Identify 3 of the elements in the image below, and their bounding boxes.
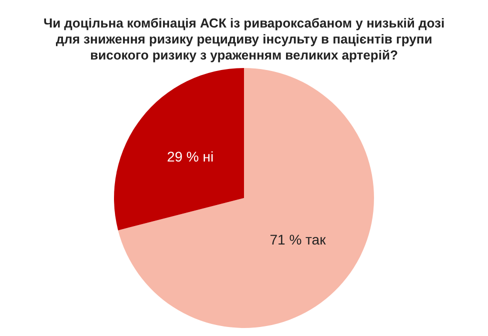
chart-title: Чи доцільна комбінація АСК із ривароксабаном у низькій дозі для зниження ризику рецидиву інсульту в пацієнтів групи високого ризику з ураженням великих артерій?	[43, 16, 445, 62]
slice-label: 71 % так	[270, 232, 327, 248]
slice-label: 29 % ні	[166, 148, 214, 164]
